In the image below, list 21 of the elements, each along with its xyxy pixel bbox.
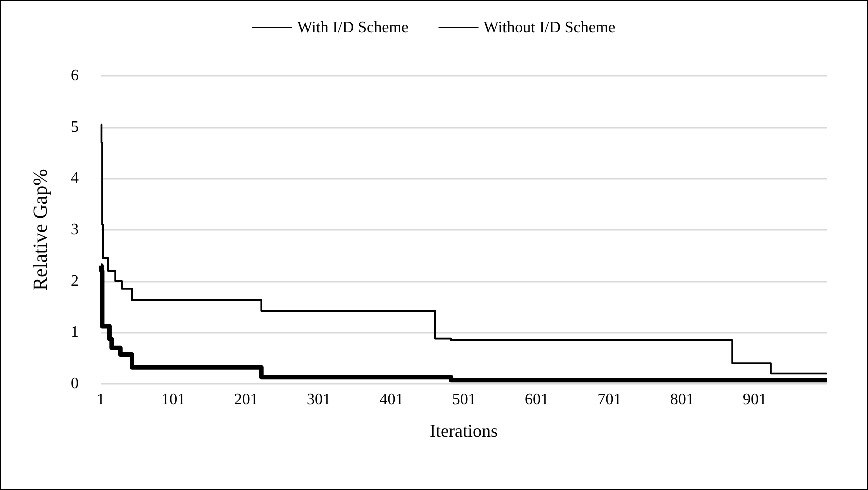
x-tick-label: 401 [380, 392, 404, 408]
legend-label: Without I/D Scheme [484, 20, 616, 36]
x-tick-label: 601 [525, 392, 550, 408]
x-tick-label: 301 [307, 392, 332, 408]
y-axis-title: Relative Gap% [30, 169, 52, 291]
legend-label: With I/D Scheme [297, 20, 409, 36]
x-tick-label: 701 [598, 392, 622, 408]
y-tick-label: 0 [71, 376, 79, 392]
x-tick-label: 101 [162, 392, 186, 408]
y-tick-label: 4 [71, 170, 79, 188]
y-tick-label: 1 [71, 324, 79, 342]
y-tick-label: 6 [71, 68, 79, 84]
x-tick-label: 1 [97, 392, 105, 408]
y-tick-label: 3 [71, 222, 79, 238]
x-tick-label: 201 [234, 392, 258, 408]
y-tick-label: 2 [71, 272, 79, 290]
x-tick-label: 901 [743, 392, 768, 408]
y-tick-label: 5 [71, 118, 79, 136]
x-axis-title: Iterations [430, 421, 498, 441]
x-tick-label: 801 [670, 392, 694, 408]
x-tick-label: 501 [452, 392, 476, 408]
